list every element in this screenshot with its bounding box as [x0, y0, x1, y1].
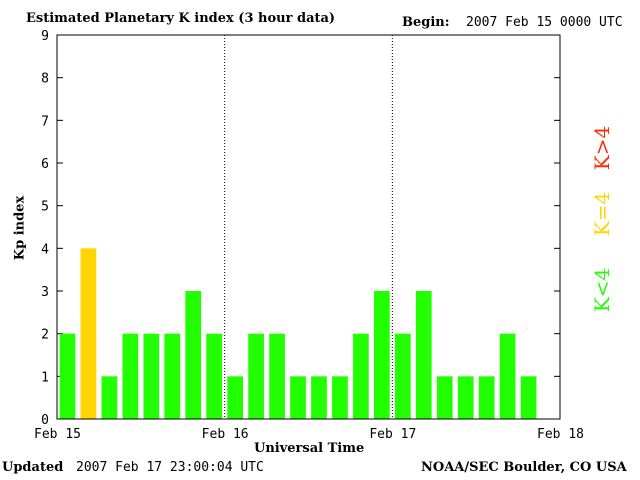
kp-bar [185, 291, 202, 419]
source-credit: NOAA/SEC Boulder, CO USA [421, 460, 627, 475]
y-tick-label: 9 [41, 29, 49, 44]
kp-bar [80, 248, 97, 419]
y-tick-label: 1 [41, 370, 49, 385]
kp-bar [248, 333, 264, 419]
kp-bar [311, 376, 327, 419]
kp-bar [164, 333, 181, 419]
y-tick-label: 4 [41, 242, 49, 257]
y-tick-label: 5 [41, 200, 49, 215]
x-tick-label: Feb 16 [202, 427, 249, 442]
legend-k-greater-4: K>4 [590, 125, 614, 171]
x-tick-label: Feb 17 [369, 427, 416, 442]
chart-title: Estimated Planetary K index (3 hour data… [26, 11, 336, 26]
kp-bar [101, 376, 118, 419]
kp-bar [59, 333, 76, 419]
kp-bar [206, 333, 223, 419]
kp-bar [478, 376, 495, 419]
kp-bar [373, 291, 390, 419]
kp-bar [290, 376, 306, 419]
kp-bar [520, 376, 537, 419]
kp-bar [436, 376, 453, 419]
kp-bar [332, 376, 348, 419]
x-tick-label: Feb 15 [34, 427, 81, 442]
y-tick-label: 0 [41, 413, 49, 428]
y-tick-label: 8 [41, 72, 49, 87]
plot-frame [56, 34, 561, 420]
kp-bar [269, 333, 285, 419]
kp-bar [353, 333, 369, 419]
kp-bar [415, 291, 432, 419]
tick-layer [57, 34, 560, 420]
day-separators [224, 35, 393, 419]
begin-value: 2007 Feb 15 0000 UTC [466, 15, 623, 30]
updated-timestamp: 2007 Feb 17 23:00:04 UTC [76, 460, 264, 475]
tick-labels-group: 0 1 2 3 4 5 6 7 8 9 Feb 15 Feb 16 Feb 17 Feb 18 [34, 29, 584, 442]
x-tick-label: Feb 18 [537, 427, 584, 442]
y-axis-label: Kp index [12, 195, 28, 261]
kp-bar [394, 333, 411, 419]
y-tick-label: 6 [41, 157, 49, 172]
kp-bar [227, 376, 244, 419]
kp-bar [499, 333, 516, 419]
x-axis-label: Universal Time [254, 441, 365, 456]
legend-k-equal-4: K=4 [590, 191, 614, 237]
kp-bar [122, 333, 139, 419]
kp-bar [457, 376, 474, 419]
y-tick-label: 7 [41, 114, 49, 129]
begin-label: Begin: [402, 15, 450, 30]
bars-group [59, 248, 537, 419]
updated-label: Updated [2, 460, 64, 475]
y-tick-label: 3 [41, 285, 49, 300]
legend-k-less-4: K<4 [590, 267, 614, 313]
y-tick-label: 2 [41, 328, 49, 343]
kp-bar [143, 333, 160, 419]
